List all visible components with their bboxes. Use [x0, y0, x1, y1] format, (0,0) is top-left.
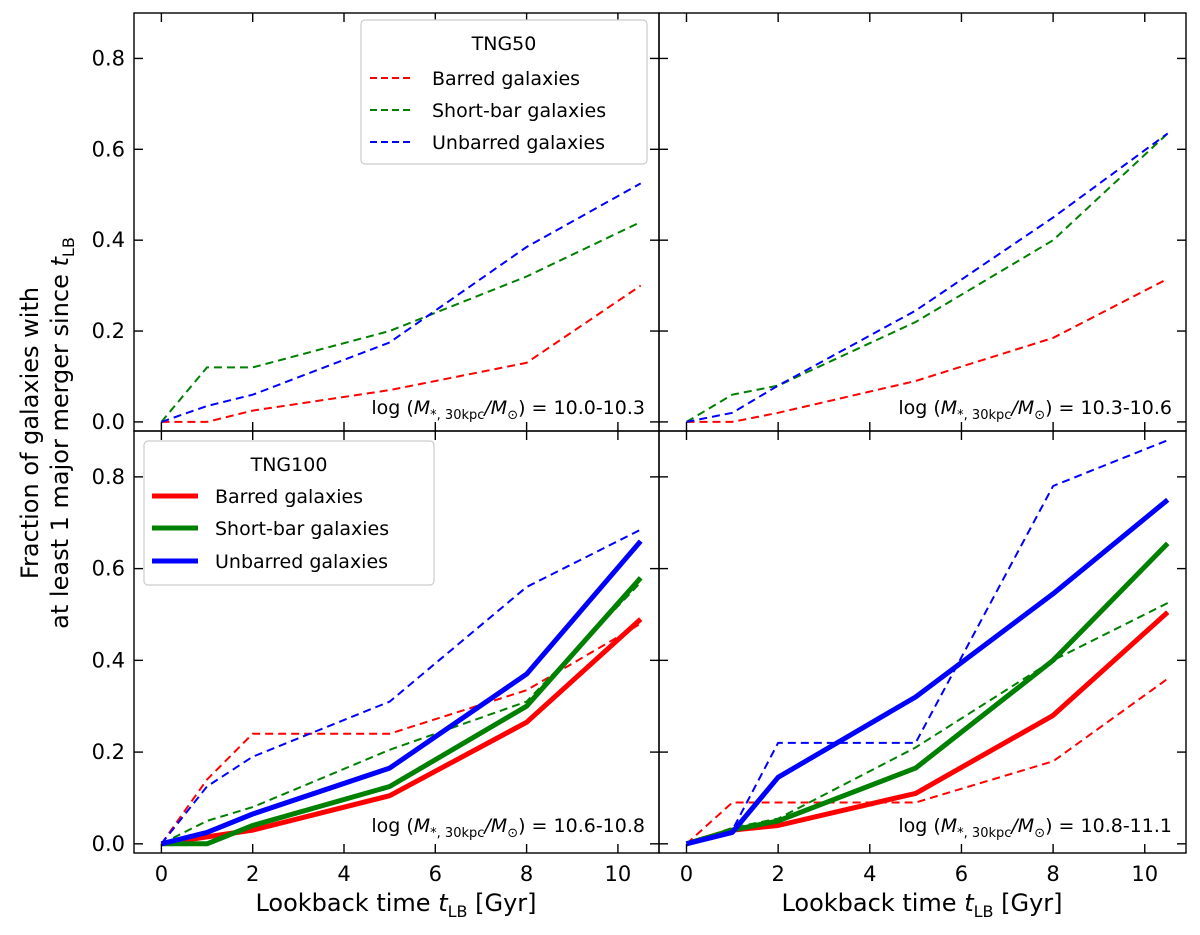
- legend-label-shortbar: Short-bar galaxies: [215, 518, 389, 540]
- panel-annotation-bottom-left: log (M*, 30kpc/M⊙) = 10.6-10.8: [371, 815, 645, 841]
- y-tick-label: 0.0: [92, 410, 125, 434]
- y-axis-label-var: t: [46, 255, 74, 266]
- x-axis-label-var: t: [438, 889, 449, 917]
- x-axis-label-unit: [Gyr]: [468, 889, 537, 917]
- panel-frame: [658, 12, 1187, 432]
- y-tick-label: 0.6: [92, 557, 125, 581]
- tng50-barred-line: [685, 677, 1169, 845]
- tng100-unbarred-line: [160, 539, 643, 847]
- tng50-shortbar-line: [685, 132, 1169, 423]
- x-tick-label: 0: [155, 862, 168, 886]
- panel-annotation-top-left: log (M*, 30kpc/M⊙) = 10.0-10.3: [371, 397, 645, 423]
- x-tick-label: 10: [605, 862, 632, 886]
- tng100-unbarred-line: [685, 497, 1170, 847]
- tng50-barred-line: [686, 277, 1169, 423]
- y-tick-label: 0.4: [92, 648, 125, 672]
- x-axis-label-left: Lookback time tLB [Gyr]: [255, 889, 536, 921]
- y-tick-label: 0.8: [92, 46, 125, 70]
- legend-tng50: TNG50 Barred galaxies Short-bar galaxies…: [360, 19, 648, 165]
- x-tick-label: 8: [1046, 862, 1059, 886]
- y-axis-label-sub: LB: [59, 237, 78, 257]
- tng100-shortbar-line: [161, 576, 643, 847]
- y-tick-label: 0.4: [92, 228, 125, 252]
- legend-title: TNG50: [471, 33, 537, 55]
- legend-label-barred: Barred galaxies: [432, 68, 580, 90]
- tng50-barred-line: [161, 284, 642, 423]
- x-tick-label: 10: [1131, 862, 1158, 886]
- panels: 0.0 0.2 0.4 0.6 0.8 0 2 4 6 8 10 0.0 0.2 0.4 0.6 0.8 0 2 4…: [92, 12, 1187, 886]
- tng50-shortbar-line: [160, 221, 642, 423]
- x-tick-label: 6: [429, 862, 442, 886]
- tng50-unbarred-line: [160, 528, 642, 845]
- x-tick-label: 4: [337, 862, 350, 886]
- x-tick-label: 2: [771, 862, 784, 886]
- panel-bottom-right: 0 2 4 6 8 10: [658, 430, 1187, 886]
- x-tick-label: 4: [863, 862, 876, 886]
- panel-annotation-top-right: log (M*, 30kpc/M⊙) = 10.3-10.6: [898, 397, 1172, 423]
- y-tick-label: 0.0: [92, 832, 125, 856]
- x-tick-label: 0: [680, 862, 693, 886]
- x-tick-label: 2: [246, 862, 259, 886]
- tng50-barred-line: [160, 622, 642, 845]
- legend-label-unbarred: Unbarred galaxies: [432, 132, 605, 154]
- legend-label-barred: Barred galaxies: [215, 486, 363, 508]
- y-axis-label-line1: Fraction of galaxies with: [16, 287, 44, 579]
- x-axis-label-main: Lookback time: [781, 889, 964, 917]
- panel-frame: [658, 430, 1187, 854]
- panel-top-left: 0.0 0.2 0.4 0.6 0.8: [92, 12, 660, 434]
- legend-title: TNG100: [250, 454, 328, 476]
- y-axis-label-line2: at least 1 major merger since tLB: [46, 237, 78, 629]
- x-tick-label: 8: [520, 862, 533, 886]
- x-axis-label-right: Lookback time tLB [Gyr]: [781, 889, 1062, 921]
- tng100-barred-line: [685, 610, 1170, 847]
- x-tick-label: 6: [955, 862, 968, 886]
- y-axis-label-line2-main: at least 1 major merger since: [46, 266, 74, 628]
- panel-top-right: [658, 12, 1187, 432]
- x-axis-label-sub: LB: [448, 902, 468, 921]
- x-axis-label-unit: [Gyr]: [994, 889, 1063, 917]
- tng50-unbarred-line: [686, 132, 1169, 423]
- y-tick-label: 0.2: [92, 740, 125, 764]
- x-axis-label-var: t: [964, 889, 975, 917]
- legend-label-shortbar: Short-bar galaxies: [432, 100, 606, 122]
- tng50-unbarred-line: [686, 439, 1169, 845]
- y-tick-label: 0.6: [92, 137, 125, 161]
- panel-annotation-bottom-right: log (M*, 30kpc/M⊙) = 10.8-11.1: [898, 815, 1172, 841]
- tng100-barred-line: [161, 617, 643, 847]
- legend-label-unbarred: Unbarred galaxies: [215, 551, 388, 573]
- tng50-unbarred-line: [161, 182, 642, 423]
- legend-box: [360, 19, 648, 165]
- y-tick-label: 0.8: [92, 465, 125, 489]
- legend-box: [143, 440, 435, 586]
- panel-bottom-left: 0 2 4 6 8 10 0.0 0.2 0.4 0.6 0.8: [92, 430, 660, 886]
- y-axis-label: Fraction of galaxies with at least 1 maj…: [16, 237, 78, 629]
- y-tick-label: 0.2: [92, 319, 125, 343]
- x-axis-label-main: Lookback time: [255, 889, 438, 917]
- legend-tng100: TNG100 Barred galaxies Short-bar galaxie…: [143, 440, 435, 586]
- x-axis-label-sub: LB: [974, 902, 994, 921]
